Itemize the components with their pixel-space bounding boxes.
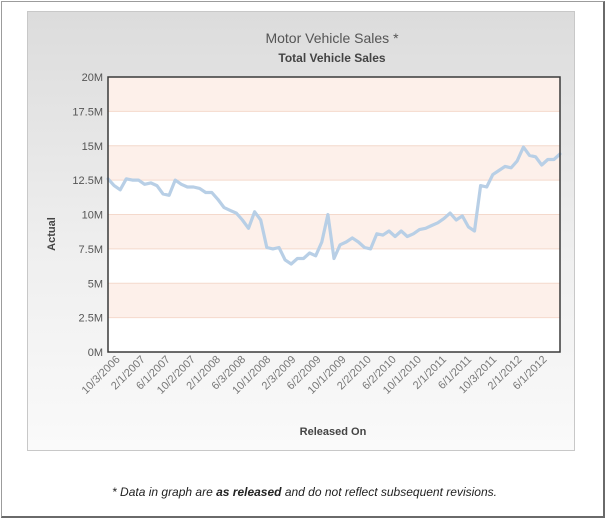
y-tick-label: 7.5M bbox=[79, 244, 103, 256]
y-axis-label: Actual bbox=[46, 217, 58, 251]
y-tick-label: 10M bbox=[82, 210, 103, 222]
line-chart: Motor Vehicle Sales * Total Vehicle Sale… bbox=[46, 30, 562, 438]
x-axis-label: Released On bbox=[300, 426, 367, 438]
plot-band bbox=[108, 111, 560, 146]
y-tick-label: 20M bbox=[82, 72, 103, 84]
chart-title: Motor Vehicle Sales * bbox=[265, 30, 399, 46]
series-line bbox=[106, 145, 562, 266]
plot-area bbox=[107, 76, 561, 353]
y-tick-label: 12.5M bbox=[72, 175, 103, 187]
y-tick-label: 17.5M bbox=[72, 106, 103, 118]
plot-band bbox=[108, 180, 560, 215]
footnote-prefix: * Data in graph are bbox=[112, 485, 217, 499]
plot-band bbox=[108, 77, 560, 112]
footnote: * Data in graph are as released and do n… bbox=[0, 485, 609, 499]
footnote-suffix: and do not reflect subsequent revisions. bbox=[281, 485, 497, 499]
plot-band bbox=[108, 214, 560, 249]
y-tick-label: 5M bbox=[88, 278, 103, 290]
chart-subtitle: Total Vehicle Sales bbox=[278, 51, 385, 65]
plot-band bbox=[108, 145, 560, 181]
footnote-emphasis: as released bbox=[216, 485, 282, 499]
x-axis-ticks: 10/3/20062/1/20076/1/200710/2/20072/1/20… bbox=[80, 354, 550, 397]
plot-band bbox=[108, 283, 560, 318]
series-layer bbox=[106, 145, 562, 266]
y-tick-label: 0M bbox=[88, 347, 103, 359]
y-tick-label: 2.5M bbox=[79, 313, 103, 325]
plot-band bbox=[108, 317, 560, 352]
y-tick-label: 15M bbox=[82, 141, 103, 153]
